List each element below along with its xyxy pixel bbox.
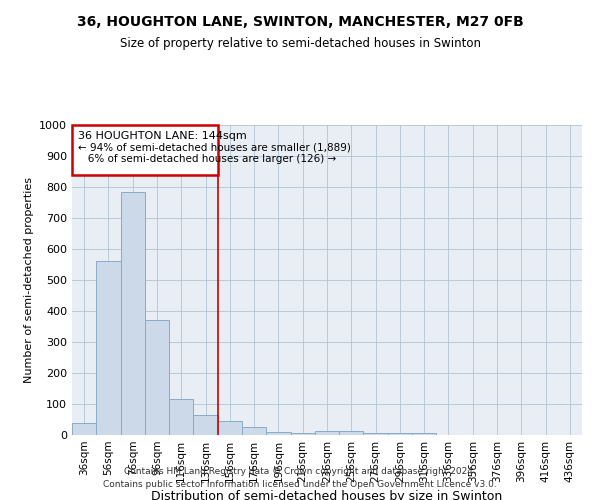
Bar: [96, 262, 121, 435]
Y-axis label: Number of semi-detached properties: Number of semi-detached properties: [23, 177, 34, 383]
Text: 36, HOUGHTON LANE, SWINTON, MANCHESTER, M27 0FB: 36, HOUGHTON LANE, SWINTON, MANCHESTER, …: [77, 15, 523, 29]
Bar: [121, 192, 145, 435]
Text: Contains HM Land Registry data © Crown copyright and database right 2024.: Contains HM Land Registry data © Crown c…: [124, 467, 476, 476]
Bar: [218, 421, 242, 435]
Bar: [339, 432, 364, 435]
Text: Size of property relative to semi-detached houses in Swinton: Size of property relative to semi-detach…: [119, 38, 481, 51]
Bar: [266, 432, 290, 435]
FancyBboxPatch shape: [72, 125, 218, 174]
Bar: [193, 416, 218, 435]
Bar: [72, 423, 96, 435]
Text: 6% of semi-detached houses are larger (126) →: 6% of semi-detached houses are larger (1…: [78, 154, 337, 164]
Bar: [388, 434, 412, 435]
Bar: [242, 427, 266, 435]
Bar: [169, 400, 193, 435]
Bar: [412, 432, 436, 435]
Text: 36 HOUGHTON LANE: 144sqm: 36 HOUGHTON LANE: 144sqm: [78, 130, 247, 140]
Text: Contains public sector information licensed under the Open Government Licence v3: Contains public sector information licen…: [103, 480, 497, 489]
Text: ← 94% of semi-detached houses are smaller (1,889): ← 94% of semi-detached houses are smalle…: [78, 143, 351, 153]
X-axis label: Distribution of semi-detached houses by size in Swinton: Distribution of semi-detached houses by …: [151, 490, 503, 500]
Bar: [290, 432, 315, 435]
Bar: [364, 434, 388, 435]
Bar: [145, 320, 169, 435]
Bar: [315, 432, 339, 435]
